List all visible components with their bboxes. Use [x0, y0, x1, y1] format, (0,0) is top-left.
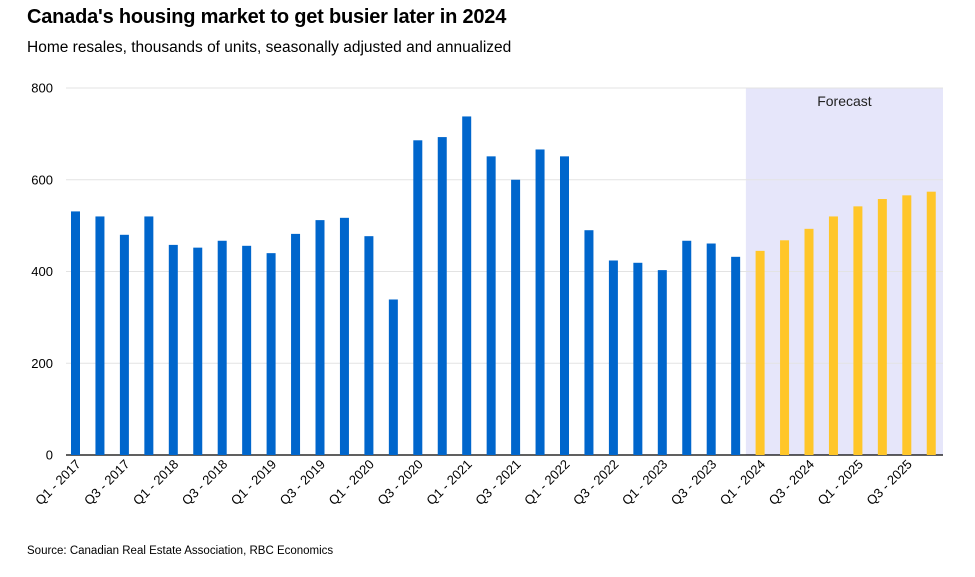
x-tick-label: Q3 - 2017 — [81, 457, 132, 508]
bar — [71, 211, 80, 455]
y-tick-label: 200 — [31, 356, 53, 371]
x-tick-label: Q1 - 2022 — [521, 457, 572, 508]
x-tick-label: Q1 - 2018 — [130, 457, 181, 508]
chart-title: Canada's housing market to get busier la… — [27, 6, 507, 28]
x-tick-label: Q3 - 2025 — [863, 457, 914, 508]
y-axis: 0 200 400 600 800 — [31, 81, 53, 463]
x-tick-label: Q1 - 2025 — [815, 457, 866, 508]
forecast-bar — [926, 191, 936, 456]
y-tick-label: 800 — [31, 81, 53, 96]
x-tick-label: Q3 - 2024 — [766, 457, 817, 508]
bar — [633, 262, 643, 455]
x-tick-label: Q3 - 2022 — [570, 457, 621, 508]
bar — [560, 156, 569, 455]
x-tick-label: Q3 - 2019 — [277, 457, 328, 508]
forecast-bar — [902, 195, 912, 455]
bar — [437, 137, 447, 455]
bar — [119, 234, 129, 455]
bar — [193, 247, 203, 455]
x-tick-label: Q3 - 2021 — [472, 457, 523, 508]
bar — [266, 253, 276, 455]
bar — [584, 230, 594, 455]
y-tick-label: 600 — [31, 172, 53, 187]
forecast-label: Forecast — [817, 93, 872, 109]
x-tick-label: Q1 - 2019 — [228, 457, 279, 508]
bar — [511, 179, 521, 455]
bar — [339, 217, 349, 455]
bar — [413, 140, 423, 456]
gridlines — [66, 87, 943, 456]
bar — [315, 220, 325, 455]
bar — [168, 244, 178, 455]
bar — [706, 243, 716, 455]
bar — [364, 236, 374, 455]
forecast-bar — [877, 199, 887, 455]
chart-subtitle: Home resales, thousands of units, season… — [27, 39, 512, 56]
bar — [217, 240, 227, 455]
bar — [682, 240, 692, 455]
forecast-bar — [853, 206, 863, 455]
forecast-bar — [804, 228, 814, 455]
x-tick-label: Q1 - 2021 — [423, 457, 474, 508]
bar — [657, 270, 667, 455]
y-tick-label: 0 — [46, 448, 53, 463]
x-tick-label: Q3 - 2023 — [668, 457, 719, 508]
bar — [535, 149, 545, 455]
bars — [71, 116, 936, 456]
x-tick-label: Q3 - 2020 — [374, 457, 425, 508]
bar — [95, 216, 105, 455]
bar — [388, 299, 398, 455]
bar — [291, 233, 301, 455]
bar — [608, 260, 618, 455]
bar — [462, 116, 472, 455]
y-tick-label: 400 — [31, 264, 53, 279]
x-tick-label: Q3 - 2018 — [179, 457, 230, 508]
x-tick-label: Q1 - 2023 — [619, 457, 670, 508]
x-tick-label: Q1 - 2017 — [32, 457, 83, 508]
forecast-bar — [755, 250, 765, 455]
source-note: Source: Canadian Real Estate Association… — [27, 545, 334, 557]
forecast-bar — [780, 240, 790, 455]
bar — [144, 216, 154, 455]
forecast-bar — [828, 216, 838, 455]
bar — [242, 245, 252, 455]
bar — [731, 256, 741, 455]
bar — [486, 156, 496, 455]
x-tick-label: Q1 - 2020 — [326, 457, 377, 508]
x-tick-label: Q1 - 2024 — [717, 457, 768, 508]
